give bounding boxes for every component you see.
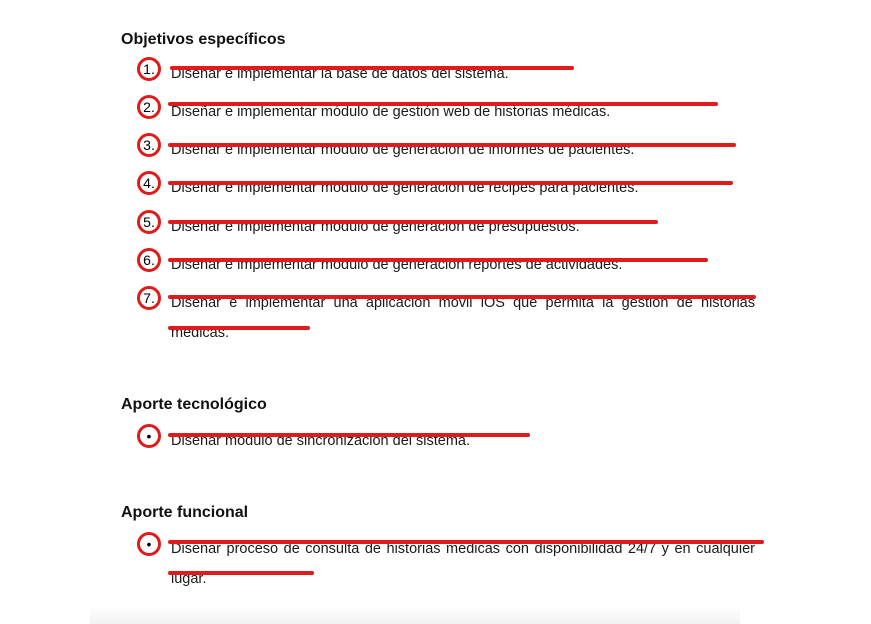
circled-marker: 5. (137, 210, 161, 234)
strikethrough-line (168, 571, 314, 575)
item-text: Diseñar proceso de consulta de historias… (171, 541, 755, 587)
strikethrough-line (168, 258, 708, 262)
item-text: Diseñar e implementar módulo de gestión … (171, 104, 611, 120)
strikethrough-line (168, 143, 736, 147)
item-text: Diseñar módulo de sincronización del sis… (171, 433, 471, 449)
heading-aporte-tecnologico: Aporte tecnológico (121, 396, 267, 413)
strikethrough-line (168, 220, 658, 224)
item-text: Diseñar e implementar módulo de generaci… (171, 257, 623, 273)
circled-marker: 3. (137, 133, 161, 157)
circled-marker: 6. (137, 248, 161, 272)
circled-marker: 1. (137, 57, 161, 81)
strikethrough-line (170, 66, 574, 70)
page-bottom-shadow (90, 606, 740, 624)
item-text: Diseñar e implementar módulo de generaci… (171, 142, 635, 158)
heading-objetivos: Objetivos específicos (121, 31, 286, 48)
item-text: Diseñar e implementar módulo de generaci… (171, 180, 639, 196)
item-text: Diseñar e implementar módulo de generaci… (171, 219, 580, 235)
circled-marker: 7. (137, 286, 161, 310)
circled-marker: 4. (137, 171, 161, 195)
strikethrough-line (168, 326, 310, 330)
item-text: Diseñar e implementar la base de datos d… (171, 66, 509, 82)
strikethrough-line (168, 540, 764, 544)
strikethrough-line (168, 102, 718, 106)
circled-bullet: • (137, 424, 161, 448)
circled-bullet: • (137, 532, 161, 556)
strikethrough-line (168, 433, 530, 437)
circled-marker: 2. (137, 95, 161, 119)
strikethrough-line (168, 181, 733, 185)
heading-aporte-funcional: Aporte funcional (121, 504, 249, 521)
strikethrough-line (168, 295, 756, 299)
